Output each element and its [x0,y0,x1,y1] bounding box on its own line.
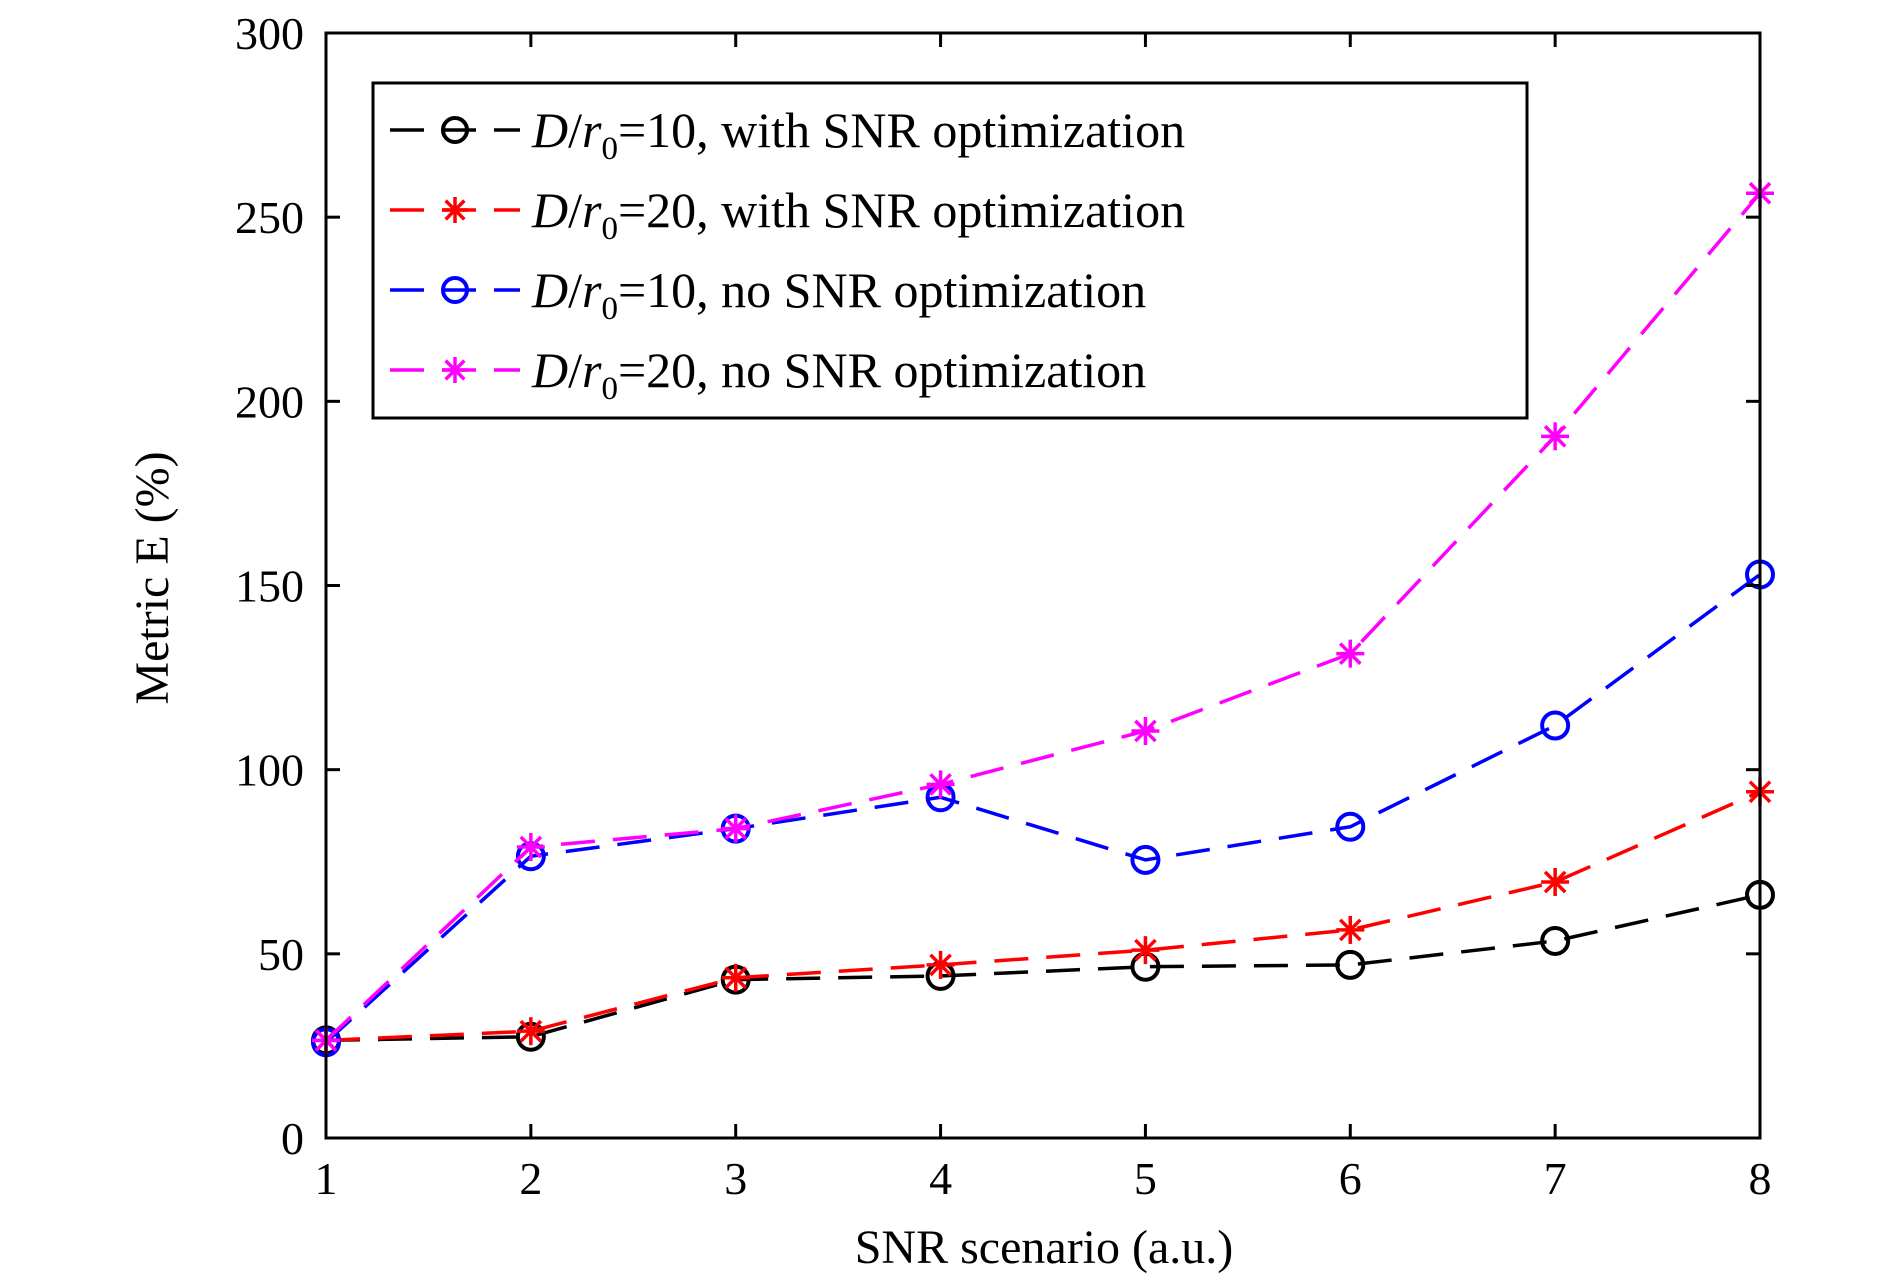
legend-entry-1: D/r0=10, with SNR optimization [390,102,1185,167]
series-2-point-6-stroke-3 [1338,918,1362,942]
series-1-point-7 [1540,925,1571,956]
x-tick-label-5: 5 [1134,1153,1157,1204]
series-2-point-5 [1131,936,1160,965]
legend-swatch-marker-4 [442,357,468,383]
x-tick-label-1: 1 [315,1153,338,1204]
legend: D/r0=10, with SNR optimization D/r0=20, w… [371,81,1529,420]
x-axis-label: SNR scenario (a.u.) [855,1221,1234,1274]
series-4-point-5 [1131,716,1160,745]
series-4 [312,179,1774,1055]
x-tick-label-4: 4 [929,1153,952,1204]
series-3-point-7 [1540,710,1571,741]
legend-swatch-marker-4-stroke-3 [444,359,466,381]
legend-label-3: D/r0=10, no SNR optimization [531,262,1146,327]
series-4-point-4 [926,770,955,799]
legend-swatch-marker-1 [441,116,469,144]
y-tick-label-300: 300 [235,8,304,59]
series-2-point-7 [1541,868,1570,897]
series-4-point-4-stroke-3 [929,773,952,796]
y-tick-label-50: 50 [258,929,304,980]
y-tick-label-100: 100 [235,745,304,796]
series-1-point-6 [1335,949,1366,980]
y-tick-label-0: 0 [281,1113,304,1164]
series-4-point-6-stroke-3 [1338,642,1362,665]
x-tick-label-2: 2 [519,1153,542,1204]
series-2-point-4-stroke-3 [929,953,952,977]
series-2-point-3 [721,963,750,992]
legend-label-4: D/r0=20, no SNR optimization [531,342,1146,407]
legend-label-2: D/r0=20, with SNR optimization [531,182,1185,247]
legend-entry-2: D/r0=20, with SNR optimization [390,182,1185,247]
legend-swatch-marker-3 [441,276,469,304]
series-2-point-2-stroke-3 [519,1019,543,1043]
legend-entry-4: D/r0=20, no SNR optimization [390,342,1146,407]
series-2-point-4 [926,950,955,979]
series-3-point-6 [1335,811,1366,842]
series-1-line [325,893,1761,1043]
x-tick-label-3: 3 [724,1153,747,1204]
series-4-point-3 [721,814,750,843]
series-2-point-5-stroke-3 [1134,938,1157,962]
x-tick-label-7: 7 [1544,1153,1567,1204]
series-4-point-3-stroke-3 [724,817,748,840]
series-layer [311,179,1775,1058]
series-4-point-7-stroke-3 [1543,425,1567,448]
legend-box [371,81,1529,420]
legend-entry-3: D/r0=10, no SNR optimization [390,262,1146,327]
series-2-point-2 [516,1017,545,1046]
axis-ticks: 1 2 3 4 5 6 7 8 0 50 100 150 200 250 300 [235,8,1772,1204]
series-3-point-5 [1130,844,1161,875]
series-4-point-2-stroke-3 [519,835,543,859]
series-4-point-7 [1541,422,1570,451]
series-4-point-2 [516,833,545,862]
series-2-point-3-stroke-3 [724,966,748,990]
series-2-point-7-stroke-3 [1543,870,1567,894]
legend-label-1: D/r0=10, with SNR optimization [531,102,1185,167]
legend-swatch-marker-2-stroke-3 [444,199,466,221]
y-tick-label-250: 250 [235,192,304,243]
legend-swatch-marker-2 [442,197,468,223]
x-tick-label-6: 6 [1339,1153,1362,1204]
x-tick-label-8: 8 [1749,1153,1772,1204]
y-tick-label-200: 200 [235,376,304,427]
y-axis-label: Metric E (%) [126,451,179,704]
series-4-line [324,192,1762,1042]
series-2-point-6 [1336,915,1365,944]
series-4-point-6 [1336,639,1365,668]
series-3-line [324,573,1762,1044]
series-4-point-5-stroke-3 [1134,719,1157,743]
series-2-line [325,790,1761,1043]
y-tick-label-150: 150 [235,561,304,612]
